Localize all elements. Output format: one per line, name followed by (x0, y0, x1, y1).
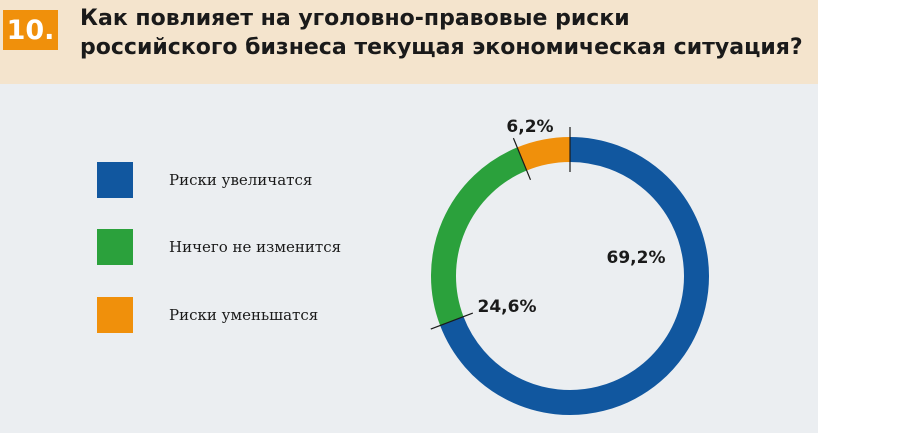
value-label-decrease: 6,2% (506, 117, 553, 137)
title-line-1: Как повлияет на уголовно-правовые риски (80, 6, 630, 31)
slice-divider-no-change (430, 312, 474, 330)
legend-label-increase: Риски увеличатся (169, 171, 313, 189)
title-line-2: российского бизнеса текущая экономическа… (80, 35, 803, 60)
donut-slice-no-change (431, 147, 527, 326)
chart-card: 10. Как повлияет на уголовно-правовые ри… (0, 0, 818, 433)
donut-chart: 69,2% 24,6% 6,2% (430, 117, 709, 415)
legend-label-decrease: Риски уменьшатся (169, 306, 319, 324)
slice-divider-decrease (512, 137, 532, 181)
donut-slice-increase (440, 137, 709, 415)
header: 10. Как повлияет на уголовно-правовые ри… (0, 0, 818, 84)
question-number-badge: 10. (3, 10, 58, 50)
value-label-increase: 69,2% (607, 248, 666, 268)
value-label-no-change: 24,6% (478, 297, 537, 317)
legend-swatch-decrease (97, 297, 133, 333)
donut-slice-decrease (517, 137, 571, 171)
legend-label-no-change: Ничего не изменится (169, 238, 342, 256)
page-title: Как повлияет на уголовно-правовые риски … (80, 4, 810, 62)
legend-swatch-increase (97, 162, 133, 198)
legend-swatch-no-change (97, 229, 133, 265)
